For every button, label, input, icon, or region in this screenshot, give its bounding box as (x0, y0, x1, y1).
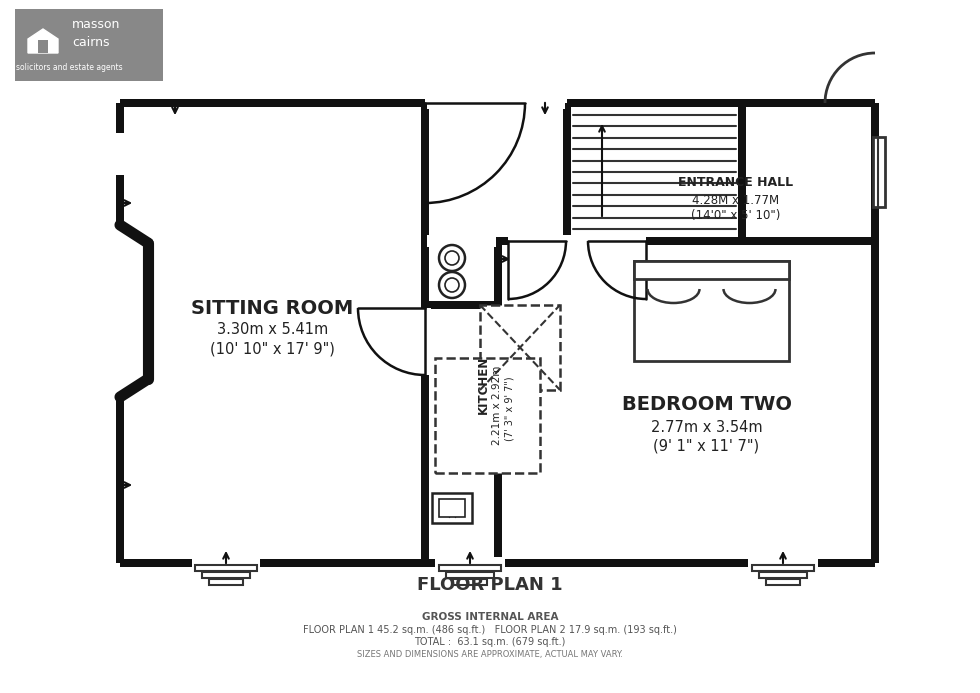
Bar (748, 557, 818, 569)
Bar (766, 579, 800, 585)
Text: (7' 3" x 9' 7"): (7' 3" x 9' 7") (504, 377, 514, 441)
Text: 2.77m x 3.54m: 2.77m x 3.54m (651, 419, 762, 435)
Bar (508, 235, 578, 247)
Bar (567, 237, 742, 245)
Bar (192, 557, 260, 569)
Bar (425, 301, 498, 309)
Text: SIZES AND DIMENSIONS ARE APPROXIMATE, ACTUAL MAY VARY.: SIZES AND DIMENSIONS ARE APPROXIMATE, AC… (357, 649, 623, 658)
Text: (14'0" x 5' 10"): (14'0" x 5' 10") (691, 209, 781, 222)
Bar (578, 235, 646, 247)
Text: solicitors and estate agents: solicitors and estate agents (16, 62, 122, 71)
Bar (634, 261, 789, 279)
Bar (114, 225, 126, 397)
Bar (120, 559, 875, 567)
Bar (427, 97, 565, 109)
Text: 4.28M x 1.77M: 4.28M x 1.77M (693, 193, 779, 207)
Text: 3.30m x 5.41m: 3.30m x 5.41m (217, 322, 328, 337)
Bar (425, 237, 875, 245)
Bar (114, 133, 126, 175)
Bar (195, 565, 257, 571)
Bar (567, 99, 875, 107)
Bar (563, 103, 571, 241)
Bar (494, 241, 502, 563)
Bar (634, 261, 789, 361)
Bar (432, 493, 472, 523)
Bar (202, 572, 250, 578)
Text: (10' 10" x 17' 9"): (10' 10" x 17' 9") (210, 342, 335, 356)
Text: KITCHEN: KITCHEN (476, 356, 489, 414)
Text: masson: masson (72, 19, 121, 31)
Bar (120, 99, 425, 107)
Bar (435, 358, 540, 473)
Bar (439, 565, 501, 571)
Circle shape (439, 272, 465, 298)
Bar (38, 40, 48, 53)
Bar (419, 308, 431, 375)
Bar (209, 579, 243, 585)
Text: TOTAL :  63.1 sq.m. (679 sq.ft.): TOTAL : 63.1 sq.m. (679 sq.ft.) (415, 637, 565, 647)
Bar (446, 572, 494, 578)
Bar (759, 572, 807, 578)
Text: FLOOR PLAN 1 45.2 sq.m. (486 sq.ft.)   FLOOR PLAN 2 17.9 sq.m. (193 sq.ft.): FLOOR PLAN 1 45.2 sq.m. (486 sq.ft.) FLO… (303, 625, 677, 635)
Bar (435, 557, 505, 569)
Text: cairns: cairns (72, 37, 110, 49)
Bar (421, 103, 429, 563)
Bar (15, 9, 163, 81)
Bar (427, 235, 496, 247)
Bar (116, 103, 124, 563)
Bar (480, 305, 560, 390)
Text: SITTING ROOM: SITTING ROOM (191, 299, 354, 317)
Text: 2.21m x 2.92m: 2.21m x 2.92m (492, 365, 502, 445)
Circle shape (445, 278, 459, 292)
Circle shape (445, 251, 459, 265)
Text: BEDROOM TWO: BEDROOM TWO (621, 396, 792, 414)
Bar (873, 137, 885, 207)
Bar (439, 499, 465, 517)
Text: FLOOR PLAN 1: FLOOR PLAN 1 (417, 576, 563, 594)
Bar (871, 103, 879, 563)
Bar (752, 565, 814, 571)
Text: ENTRANCE HALL: ENTRANCE HALL (678, 177, 794, 189)
Polygon shape (28, 29, 58, 53)
Text: GROSS INTERNAL AREA: GROSS INTERNAL AREA (421, 612, 559, 622)
Circle shape (439, 245, 465, 271)
Bar (738, 103, 746, 241)
Text: (9' 1" x 11' 7"): (9' 1" x 11' 7") (654, 439, 760, 453)
Bar (453, 579, 487, 585)
